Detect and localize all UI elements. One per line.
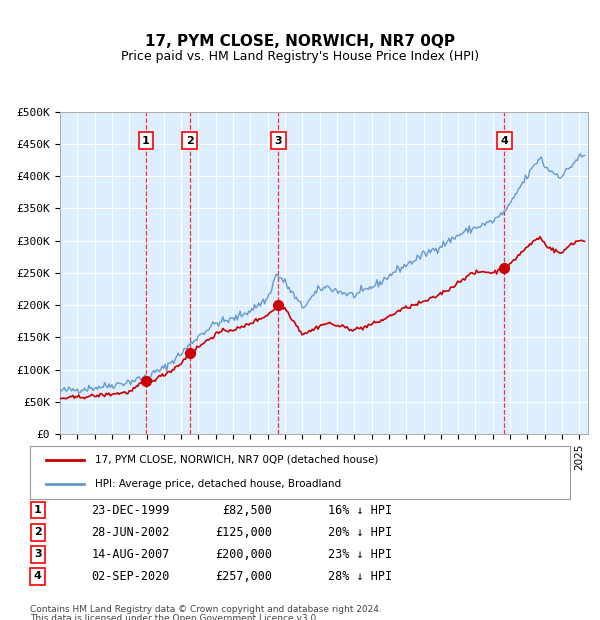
Text: 02-SEP-2020: 02-SEP-2020 bbox=[91, 570, 170, 583]
Text: 23-DEC-1999: 23-DEC-1999 bbox=[91, 503, 170, 516]
Text: 28% ↓ HPI: 28% ↓ HPI bbox=[328, 570, 392, 583]
Text: Price paid vs. HM Land Registry's House Price Index (HPI): Price paid vs. HM Land Registry's House … bbox=[121, 50, 479, 63]
Text: 1: 1 bbox=[34, 505, 41, 515]
Text: 1: 1 bbox=[142, 136, 150, 146]
Text: 2: 2 bbox=[34, 527, 41, 538]
Text: This data is licensed under the Open Government Licence v3.0.: This data is licensed under the Open Gov… bbox=[30, 614, 319, 620]
FancyBboxPatch shape bbox=[30, 446, 570, 499]
Text: £257,000: £257,000 bbox=[215, 570, 272, 583]
Text: £200,000: £200,000 bbox=[215, 548, 272, 561]
Text: £82,500: £82,500 bbox=[222, 503, 272, 516]
Text: Contains HM Land Registry data © Crown copyright and database right 2024.: Contains HM Land Registry data © Crown c… bbox=[30, 604, 382, 614]
Text: 14-AUG-2007: 14-AUG-2007 bbox=[91, 548, 170, 561]
Text: 4: 4 bbox=[34, 572, 41, 582]
Text: 2: 2 bbox=[186, 136, 194, 146]
Text: £125,000: £125,000 bbox=[215, 526, 272, 539]
Text: 3: 3 bbox=[34, 549, 41, 559]
Text: HPI: Average price, detached house, Broadland: HPI: Average price, detached house, Broa… bbox=[95, 479, 341, 489]
Text: 17, PYM CLOSE, NORWICH, NR7 0QP (detached house): 17, PYM CLOSE, NORWICH, NR7 0QP (detache… bbox=[95, 454, 378, 464]
Text: 3: 3 bbox=[275, 136, 282, 146]
Text: 17, PYM CLOSE, NORWICH, NR7 0QP: 17, PYM CLOSE, NORWICH, NR7 0QP bbox=[145, 34, 455, 49]
Text: 28-JUN-2002: 28-JUN-2002 bbox=[91, 526, 170, 539]
Text: 4: 4 bbox=[500, 136, 508, 146]
Text: 16% ↓ HPI: 16% ↓ HPI bbox=[328, 503, 392, 516]
Text: 23% ↓ HPI: 23% ↓ HPI bbox=[328, 548, 392, 561]
Text: 20% ↓ HPI: 20% ↓ HPI bbox=[328, 526, 392, 539]
